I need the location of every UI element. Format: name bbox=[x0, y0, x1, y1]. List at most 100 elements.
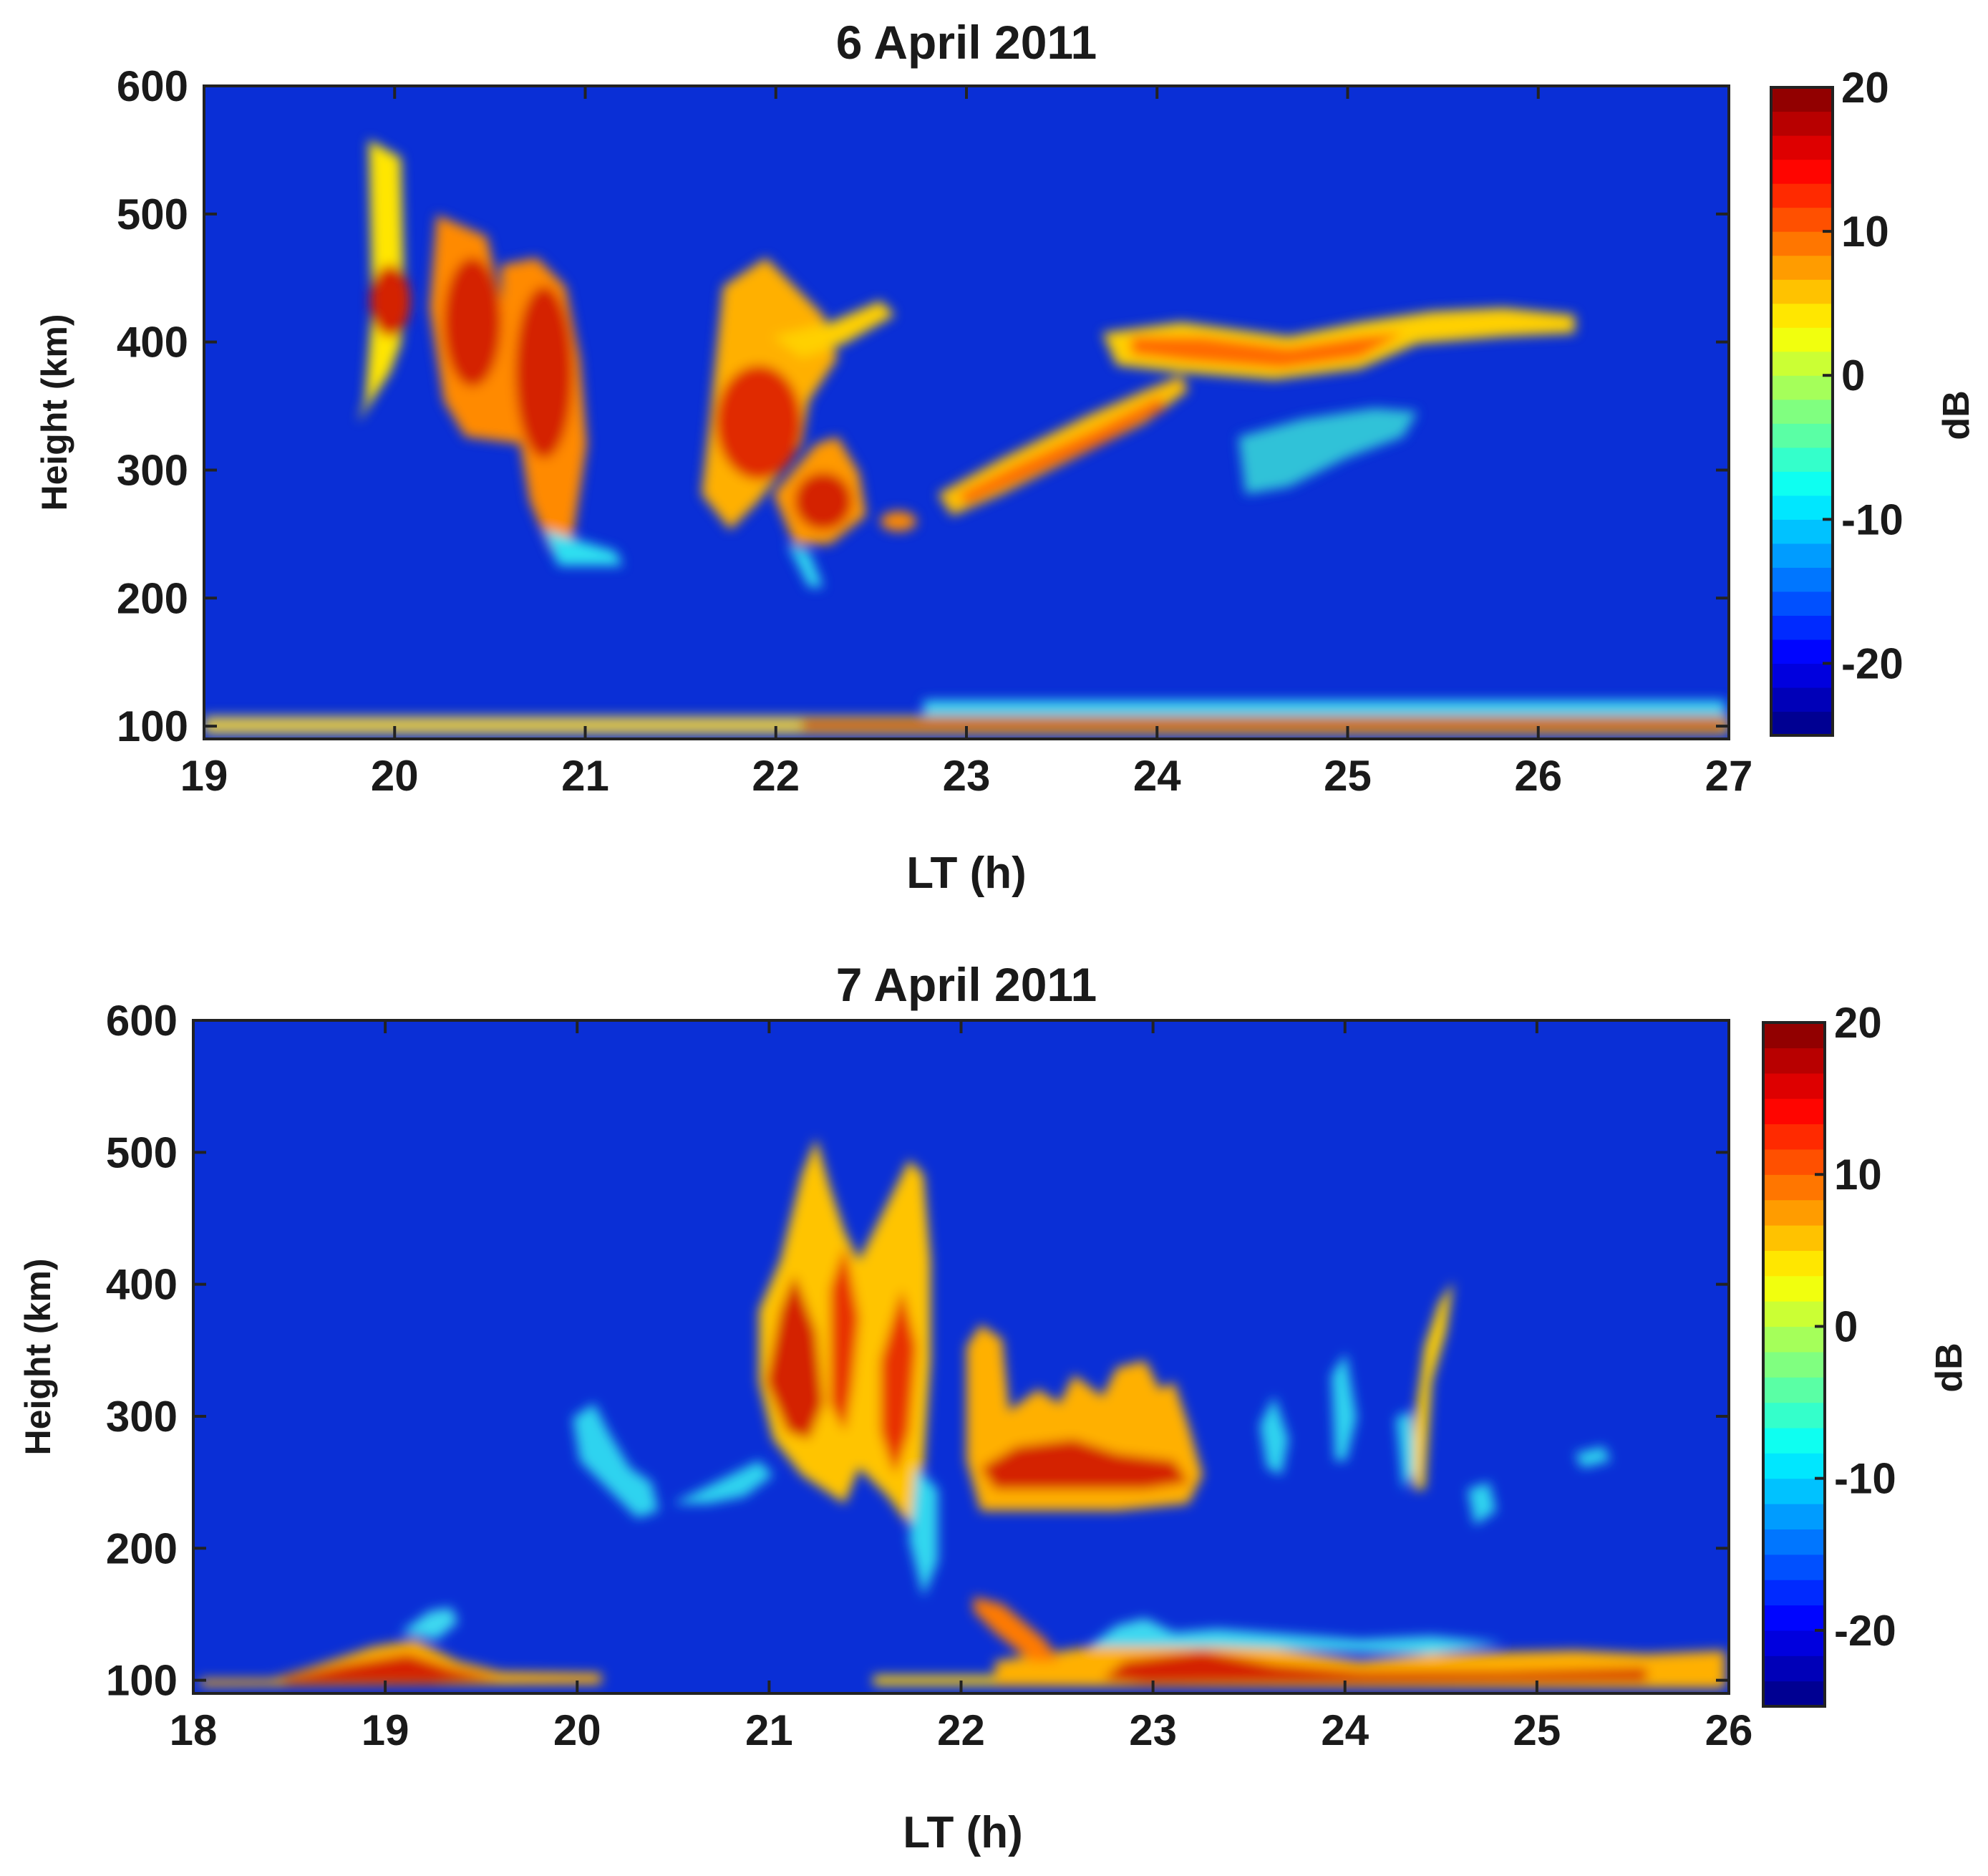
colorbar-band bbox=[1771, 135, 1833, 160]
colorbar-band bbox=[1763, 1427, 1825, 1454]
colorbar-band bbox=[1763, 1123, 1825, 1150]
colorbar-frame bbox=[1762, 1021, 1826, 1708]
colorbar-band bbox=[1763, 1326, 1825, 1353]
colorbar-band bbox=[1763, 1681, 1825, 1707]
colorbar-tick-label: 10 bbox=[1841, 208, 1889, 256]
p2-e-layer-early-top bbox=[401, 1607, 458, 1640]
y-tick-label: 100 bbox=[117, 702, 188, 750]
y-tick-label: 100 bbox=[106, 1657, 178, 1705]
y-tick-label: 600 bbox=[117, 62, 188, 110]
p2-weak-plume-b bbox=[1332, 1353, 1357, 1461]
p1-structure-b-tail bbox=[787, 544, 823, 587]
y-tick-label: 200 bbox=[106, 1524, 178, 1572]
x-tick-label: 25 bbox=[1513, 1706, 1561, 1754]
p1-upper-layer-core bbox=[1131, 333, 1403, 369]
y-tick-label: 500 bbox=[106, 1128, 178, 1176]
colorbar-band bbox=[1771, 255, 1833, 280]
p2-weak-plume-f bbox=[1575, 1446, 1611, 1468]
p2-e-layer-early-core bbox=[279, 1654, 501, 1684]
panel-1-title: 6 April 2011 bbox=[836, 16, 1097, 69]
colorbar-band bbox=[1771, 519, 1833, 544]
colorbar-band bbox=[1763, 1504, 1825, 1530]
colorbar-band bbox=[1771, 111, 1833, 136]
colorbar-band bbox=[1771, 447, 1833, 472]
p2-low-feature bbox=[974, 1597, 1060, 1661]
x-tick-label: 25 bbox=[1324, 752, 1372, 800]
p2-weak-plume-c bbox=[1396, 1411, 1417, 1489]
colorbar-band bbox=[1771, 375, 1833, 400]
y-tick-label: 300 bbox=[117, 446, 188, 494]
colorbar-band bbox=[1763, 1529, 1825, 1555]
p2-main-plumes-tail bbox=[909, 1468, 938, 1597]
x-tick-label: 23 bbox=[1129, 1706, 1177, 1754]
p2-comb-plumes-core bbox=[981, 1439, 1188, 1489]
colorbar-band bbox=[1763, 1554, 1825, 1580]
x-tick-label: 26 bbox=[1514, 752, 1562, 800]
p1-weak-patch bbox=[1238, 408, 1417, 494]
panel-2-ticks: 18 19 20 21 22 23 24 25 26 100 200 300 400 500 600 bbox=[106, 997, 1752, 1754]
x-tick-label: 19 bbox=[180, 752, 228, 800]
p2-weak-plume-d bbox=[1414, 1282, 1453, 1489]
colorbar-band bbox=[1771, 663, 1833, 688]
x-tick-label: 26 bbox=[1705, 1706, 1753, 1754]
p1-plume-1-core bbox=[370, 265, 410, 337]
p2-main-plumes-core-3 bbox=[881, 1289, 916, 1475]
colorbar-band bbox=[1763, 1275, 1825, 1302]
x-tick-label: 27 bbox=[1705, 752, 1753, 800]
colorbar-band bbox=[1771, 711, 1833, 736]
colorbar-band bbox=[1763, 1301, 1825, 1328]
p1-structure-b-core bbox=[795, 473, 852, 530]
panel-2-colorbar: 20 10 0 -10 -20 bbox=[1762, 999, 1896, 1708]
p2-e-layer-late-core bbox=[1102, 1650, 1647, 1684]
colorbar-band bbox=[1763, 1377, 1825, 1403]
colorbar-tick-label: 10 bbox=[1834, 1151, 1882, 1199]
colorbar-band bbox=[1763, 1453, 1825, 1479]
colorbar-band bbox=[1771, 303, 1833, 328]
panel-1-plot-background bbox=[204, 86, 1729, 739]
colorbar-band bbox=[1763, 1098, 1825, 1125]
colorbar-band bbox=[1763, 1149, 1825, 1175]
x-tick-label: 19 bbox=[362, 1706, 409, 1754]
panel-2-plot-background bbox=[193, 1020, 1729, 1693]
p1-plume-3-tail bbox=[544, 530, 623, 566]
panel-1-xlabel: LT (h) bbox=[906, 848, 1027, 898]
y-tick-label: 200 bbox=[117, 574, 188, 622]
panel-2-title: 7 April 2011 bbox=[836, 958, 1097, 1011]
x-tick-label: 22 bbox=[752, 752, 800, 800]
colorbar-tick-label: 0 bbox=[1834, 1302, 1858, 1350]
colorbar-band bbox=[1763, 1174, 1825, 1201]
p2-bottomside-band-2 bbox=[673, 1461, 773, 1504]
x-tick-label: 24 bbox=[1133, 752, 1181, 800]
colorbar-band bbox=[1771, 279, 1833, 304]
colorbar-band bbox=[1771, 399, 1833, 424]
y-tick-label: 400 bbox=[106, 1261, 178, 1309]
x-tick-label: 20 bbox=[553, 1706, 601, 1754]
p2-e-layer-mid bbox=[873, 1676, 995, 1686]
p1-plume-2-core bbox=[444, 258, 501, 387]
colorbar-tick-label: 20 bbox=[1841, 64, 1889, 112]
colorbar-band bbox=[1763, 1605, 1825, 1631]
colorbar-band bbox=[1771, 639, 1833, 664]
colorbar-band bbox=[1763, 1048, 1825, 1074]
x-tick-label: 21 bbox=[561, 752, 609, 800]
colorbar-band bbox=[1763, 1073, 1825, 1099]
colorbar-tick-label: 20 bbox=[1834, 999, 1882, 1047]
colorbar-band bbox=[1771, 543, 1833, 568]
p1-e-layer-upper bbox=[923, 700, 1725, 715]
colorbar-tick-label: -20 bbox=[1841, 639, 1904, 687]
panel-1-ticks: 19 20 21 22 23 24 25 26 27 100 200 300 400 500 600 bbox=[117, 62, 1752, 800]
y-tick-label: 400 bbox=[117, 319, 188, 367]
colorbar-band bbox=[1771, 495, 1833, 520]
panel-2-ylabel: Height (km) bbox=[18, 1259, 58, 1456]
p2-main-plumes-core-2 bbox=[830, 1246, 859, 1432]
p2-weak-plume-a bbox=[1260, 1396, 1289, 1475]
p2-main-plumes-core bbox=[766, 1275, 823, 1439]
colorbar-band bbox=[1763, 1022, 1825, 1048]
p2-weak-plume-e bbox=[1468, 1482, 1496, 1525]
y-tick-label: 500 bbox=[117, 190, 188, 238]
panel-2-echoes bbox=[200, 1138, 1725, 1688]
p1-structure-a-arm bbox=[773, 301, 895, 358]
p1-e-layer-core bbox=[802, 720, 1725, 730]
panel-2-xlabel: LT (h) bbox=[903, 1808, 1023, 1857]
colorbar-band bbox=[1771, 183, 1833, 208]
